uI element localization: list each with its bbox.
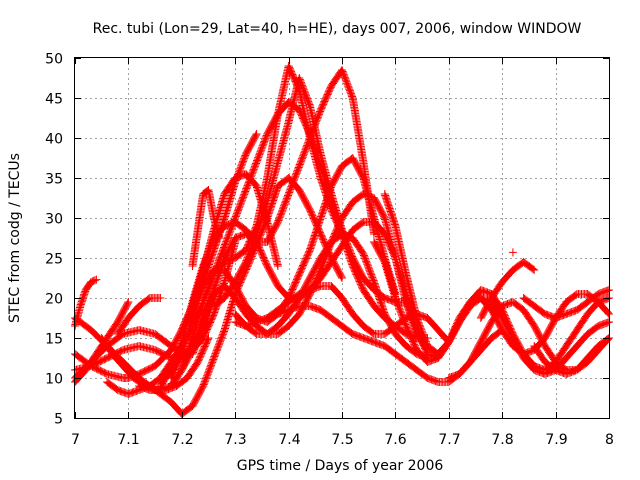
series-arc	[476, 258, 539, 322]
x-tick-label: 7.7	[438, 432, 460, 448]
data-point-markers	[519, 286, 613, 322]
x-tick-label: 7.2	[171, 432, 193, 448]
chart-title: Rec. tubi (Lon=29, Lat=40, h=HE), days 0…	[93, 21, 582, 37]
x-axis-label: GPS time / Days of year 2006	[237, 458, 444, 474]
data-point-markers	[209, 74, 411, 310]
data-point-markers	[177, 170, 282, 334]
y-tick-label: 15	[45, 332, 63, 348]
x-tick-label: 7.3	[224, 432, 246, 448]
data-point-markers	[508, 248, 517, 257]
y-axis-label: STEC from codg / TECUs	[7, 153, 23, 323]
y-tick-label: 30	[45, 212, 63, 228]
y-tick-label: 45	[45, 92, 63, 108]
x-tick-label: 7.5	[331, 432, 353, 448]
axis-ticks: 7 7.1 7.2 7.3 7.4 7.5 7.6 7.7 7.8 7.9 8 5 10 15 20 25 30…	[45, 52, 614, 449]
series-arc	[530, 334, 613, 378]
series-arc	[177, 170, 282, 334]
series-arc	[97, 334, 213, 394]
y-tick-label: 20	[45, 292, 63, 308]
x-tick-label: 7.8	[491, 432, 513, 448]
series-arc	[188, 186, 224, 270]
data-point-markers	[476, 258, 539, 322]
x-tick-label: 7	[71, 432, 80, 448]
y-tick-label: 35	[45, 172, 63, 188]
y-tick-label: 25	[45, 252, 63, 268]
series-arc	[209, 74, 411, 310]
data-point-markers	[530, 334, 613, 378]
data-point-markers	[97, 334, 213, 394]
y-tick-label: 5	[54, 412, 63, 428]
y-tick-label: 10	[45, 372, 63, 388]
x-tick-label: 7.1	[117, 432, 139, 448]
data-point-markers	[113, 294, 165, 338]
y-tick-label: 50	[45, 52, 63, 68]
x-tick-label: 7.4	[278, 432, 300, 448]
data-point-markers	[188, 186, 224, 270]
y-tick-label: 40	[45, 132, 63, 148]
x-tick-label: 8	[605, 432, 614, 448]
x-tick-label: 7.9	[545, 432, 567, 448]
series-arc	[113, 294, 165, 338]
plot-frame	[74, 57, 610, 419]
series-arc	[508, 248, 517, 257]
series-arc	[519, 286, 613, 322]
x-tick-label: 7.6	[384, 432, 406, 448]
